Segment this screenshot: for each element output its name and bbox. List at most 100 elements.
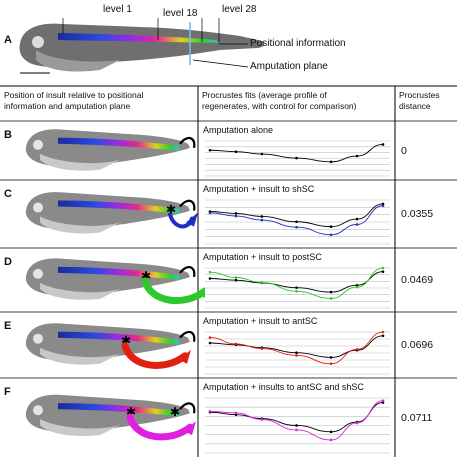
profile-point [208,410,212,413]
header-procrustes-fits: Procrustes fits (average profile of rege… [202,90,394,112]
profile-point [329,362,333,365]
procrustes-distance-value: 0.0469 [401,274,434,286]
amputation-plane-label: Amputation plane [250,61,328,72]
profile-point [234,276,238,279]
procrustes-plot [205,397,390,454]
profile-point [234,150,238,153]
level-1-label: level 1 [103,4,132,15]
regenerate-profile-line [209,267,384,299]
procrustes-distance-value: 0.0696 [401,339,434,351]
profile-point [381,270,385,273]
profile-point [295,225,298,229]
svg-text:✱: ✱ [141,269,151,283]
profile-point [208,336,212,339]
procrustes-distance-value: 0.0355 [401,208,434,220]
profile-point [329,233,333,237]
svg-text:✱: ✱ [126,405,136,419]
panel-a-tadpole [19,18,265,74]
plot-title: Amputation + insults to antSC and shSC [203,382,364,392]
procrustes-plot [205,140,390,177]
header-insult-position: Position of insult relative to positiona… [4,90,196,112]
svg-text:✱: ✱ [170,405,180,419]
profile-point [295,156,298,160]
tadpole-illustration: ✱ [25,323,196,369]
profile-point [381,204,385,207]
profile-point [295,428,298,432]
profile-point [381,334,385,338]
profile-point [208,270,212,274]
svg-text:✱: ✱ [121,334,131,348]
header-line: information and amputation plane [4,101,131,111]
profile-point [260,218,264,222]
tadpole-illustration: ✱ [25,192,198,234]
profile-point [381,399,385,402]
plot-title: Amputation alone [203,125,274,135]
profile-point [355,348,359,351]
row-letter: D [4,256,12,268]
procrustes-plot [205,266,390,309]
profile-point [355,223,359,226]
row-letter: C [4,188,12,200]
profile-point [208,341,212,345]
profile-point [234,413,238,416]
header-line: distance [399,101,431,111]
profile-point [381,401,385,404]
header-line: Procrustes [399,90,440,100]
profile-point [355,284,359,287]
profile-point [355,285,359,289]
plot-title: Amputation + insult to antSC [203,316,318,326]
profile-point [295,220,298,224]
profile-point [260,347,264,350]
svg-text:✱: ✱ [166,203,176,217]
profile-point [355,154,359,158]
plot-title: Amputation + insult to postSC [203,252,322,262]
profile-point [208,148,212,152]
procrustes-distance-value: 0.0711 [401,411,433,424]
regenerate-profile-line [209,331,384,365]
profile-point [260,152,264,156]
tadpole-illustration: ✱ ✱ [25,394,196,441]
level-18-label: level 18 [163,8,198,19]
profile-point [260,418,264,421]
profile-point [234,214,238,218]
header-line: Procrustes fits (average profile of [202,90,327,100]
profile-point [295,289,298,293]
profile-point [295,354,298,357]
header-line: regenerates, with control for comparison… [202,101,357,111]
row-letter: B [4,129,12,141]
regenerate-profile-line [209,400,384,441]
profile-point [329,225,333,228]
row-letter: F [4,386,11,398]
positional-information-label: Positional information [250,38,346,49]
profile-point [260,281,264,284]
profile-point [329,290,333,294]
profile-point [381,330,385,334]
profile-point [295,424,298,427]
profile-point [329,297,333,300]
tadpole-illustration [25,129,196,171]
profile-point [329,356,333,359]
profile-point [208,211,212,215]
profile-point [295,286,298,289]
procrustes-plot [205,199,390,245]
tadpole-illustration: ✱ [25,258,205,305]
control-profile-line [209,402,384,433]
procrustes-plot [205,330,390,375]
profile-point [381,143,385,146]
row-letter: E [4,320,12,332]
procrustes-distance-value: 0 [401,144,407,157]
profile-point [355,217,359,221]
plot-title: Amputation + insult to shSC [203,184,315,194]
panel-letter: A [4,34,12,46]
profile-point [234,212,238,215]
profile-point [208,277,212,280]
profile-point [329,430,333,434]
profile-point [260,215,264,218]
profile-point [234,411,238,415]
profile-point [295,351,298,355]
profile-point [329,160,333,164]
level-28-label: level 28 [222,4,257,15]
profile-point [329,438,333,442]
header-procrustes-distance: Procrustes distance [399,90,455,112]
